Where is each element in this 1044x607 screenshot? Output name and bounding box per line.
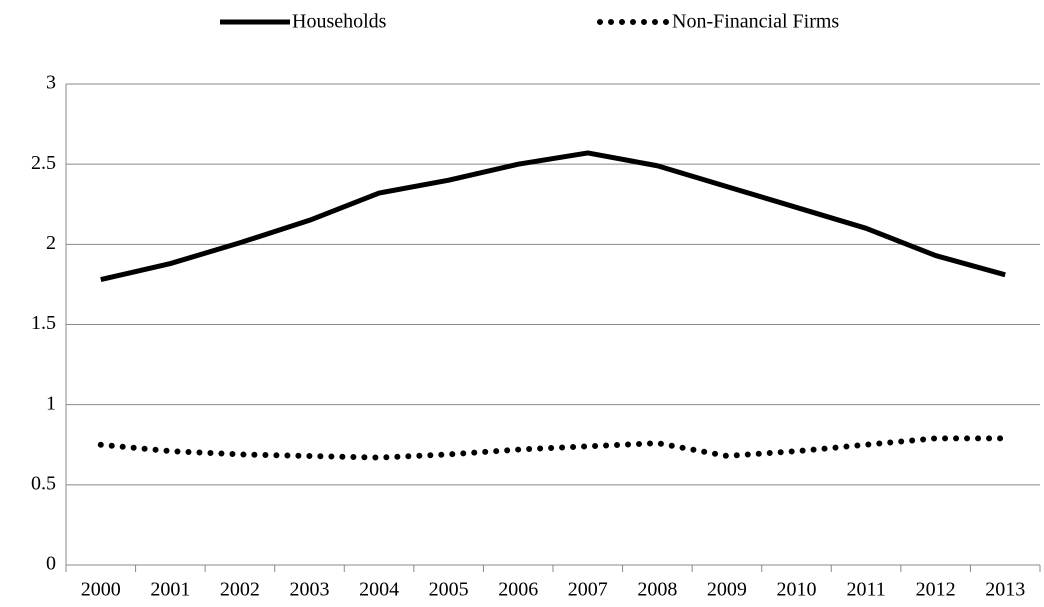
x-tick-label: 2007 xyxy=(568,579,608,601)
x-tick-label: 2010 xyxy=(777,579,817,601)
x-tick-label: 2002 xyxy=(220,579,260,601)
x-tick-label: 2001 xyxy=(150,579,190,601)
legend-label: Households xyxy=(292,11,387,33)
line-series xyxy=(100,150,1006,283)
x-tick-label: 2012 xyxy=(916,579,956,601)
x-tick-label: 2003 xyxy=(290,579,330,601)
x-tick-label: 2008 xyxy=(637,579,677,601)
x-tick-label: 2004 xyxy=(359,579,399,601)
y-tick-label: 1 xyxy=(46,392,56,414)
legend-label: Non-Financial Firms xyxy=(672,11,839,33)
y-tick-label: 2.5 xyxy=(31,152,56,174)
y-tick-label: 3 xyxy=(46,72,56,94)
y-tick-label: 0.5 xyxy=(31,472,56,494)
x-tick-label: 2011 xyxy=(846,579,885,601)
x-tick-label: 2005 xyxy=(429,579,469,601)
y-tick-label: 1.5 xyxy=(31,312,56,334)
line-series xyxy=(97,435,1009,461)
x-tick-label: 2000 xyxy=(81,579,121,601)
x-tick-label: 2006 xyxy=(498,579,538,601)
y-tick-label: 0 xyxy=(46,553,56,575)
x-tick-label: 2009 xyxy=(707,579,747,601)
y-tick-label: 2 xyxy=(46,232,56,254)
x-tick-label: 2013 xyxy=(985,579,1025,601)
